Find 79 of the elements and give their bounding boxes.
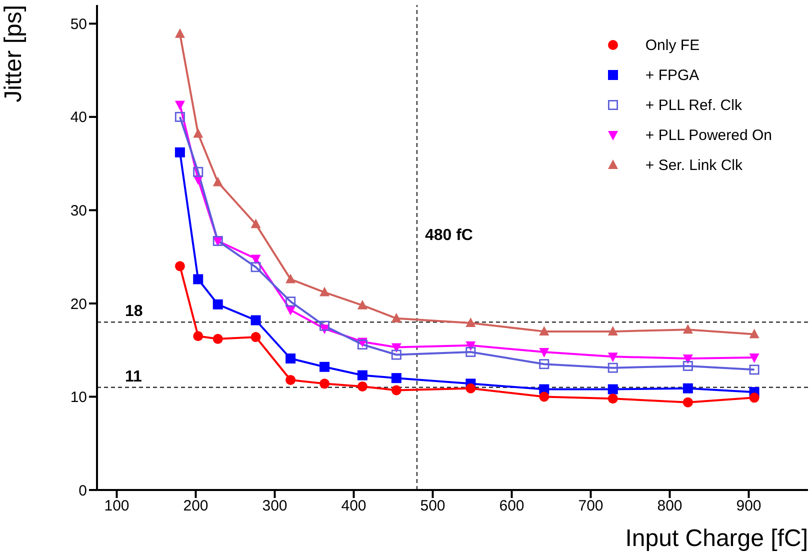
point (608, 352, 618, 362)
point (466, 318, 476, 328)
point (174, 112, 185, 122)
x-tick-label: 100 (104, 498, 130, 515)
point (320, 378, 330, 389)
point (357, 370, 368, 380)
point (174, 28, 185, 38)
point (682, 360, 693, 371)
point (749, 354, 760, 364)
y-axis-title: Jitter [ps] (0, 5, 27, 102)
point (749, 392, 760, 403)
point (250, 332, 261, 342)
point (608, 326, 618, 336)
x-tick-label: 300 (262, 498, 288, 515)
x-tick-label: 600 (499, 498, 524, 515)
point (539, 359, 550, 370)
point (320, 286, 330, 296)
y-tick-label: 40 (70, 109, 87, 126)
legend-label: + Ser. Link Clk (645, 156, 743, 174)
point (749, 328, 760, 338)
legend-label: + PLL Powered On (645, 126, 772, 144)
point (539, 326, 550, 336)
point (391, 343, 402, 353)
ref-line-label: 11 (125, 368, 142, 386)
x-tick-label: 800 (657, 498, 682, 515)
point (749, 364, 760, 375)
point (391, 385, 402, 396)
x-tick-label: 200 (183, 498, 208, 515)
point (391, 350, 402, 360)
point (320, 362, 330, 372)
point (466, 383, 476, 394)
x-tick-label: 700 (578, 498, 604, 515)
point (250, 262, 261, 272)
point (608, 394, 618, 404)
x-tick-label: 500 (420, 498, 446, 515)
x-axis-title: Input Charge [fC] (625, 525, 808, 552)
legend-label: Only FE (645, 36, 700, 54)
point (250, 254, 261, 264)
y-tick-label: 50 (70, 16, 87, 33)
point (466, 346, 476, 357)
point (608, 384, 618, 394)
point (193, 274, 204, 284)
point (682, 354, 693, 364)
y-tick-label: 20 (70, 296, 87, 313)
point (193, 128, 204, 138)
point (212, 334, 223, 344)
point (193, 331, 204, 342)
point (212, 176, 223, 186)
point (682, 383, 693, 394)
point (391, 312, 402, 322)
ref-line-label: 480 fC (424, 227, 474, 244)
ref-line-label: 18 (125, 303, 143, 320)
y-tick-label: 30 (70, 202, 87, 220)
point (320, 320, 330, 331)
point (539, 392, 550, 402)
point (250, 218, 261, 228)
point (174, 100, 185, 110)
point (539, 348, 550, 358)
point (682, 324, 693, 334)
point (682, 397, 693, 408)
point (174, 147, 185, 158)
y-tick-label: 10 (70, 389, 87, 406)
point (250, 315, 261, 326)
point (286, 353, 296, 364)
point (286, 296, 296, 307)
y-tick-label: 0 (78, 482, 87, 500)
point (193, 166, 204, 177)
x-tick-label: 900 (736, 498, 762, 515)
point (357, 381, 368, 392)
point (357, 300, 368, 310)
x-tick-label: 400 (341, 498, 366, 515)
point (608, 362, 618, 373)
legend-label: + PLL Ref. Clk (645, 96, 742, 114)
point (391, 373, 402, 384)
legend-label: + FPGA (645, 66, 700, 84)
point (174, 261, 185, 272)
point (286, 374, 296, 385)
point (286, 274, 296, 284)
point (212, 299, 223, 310)
